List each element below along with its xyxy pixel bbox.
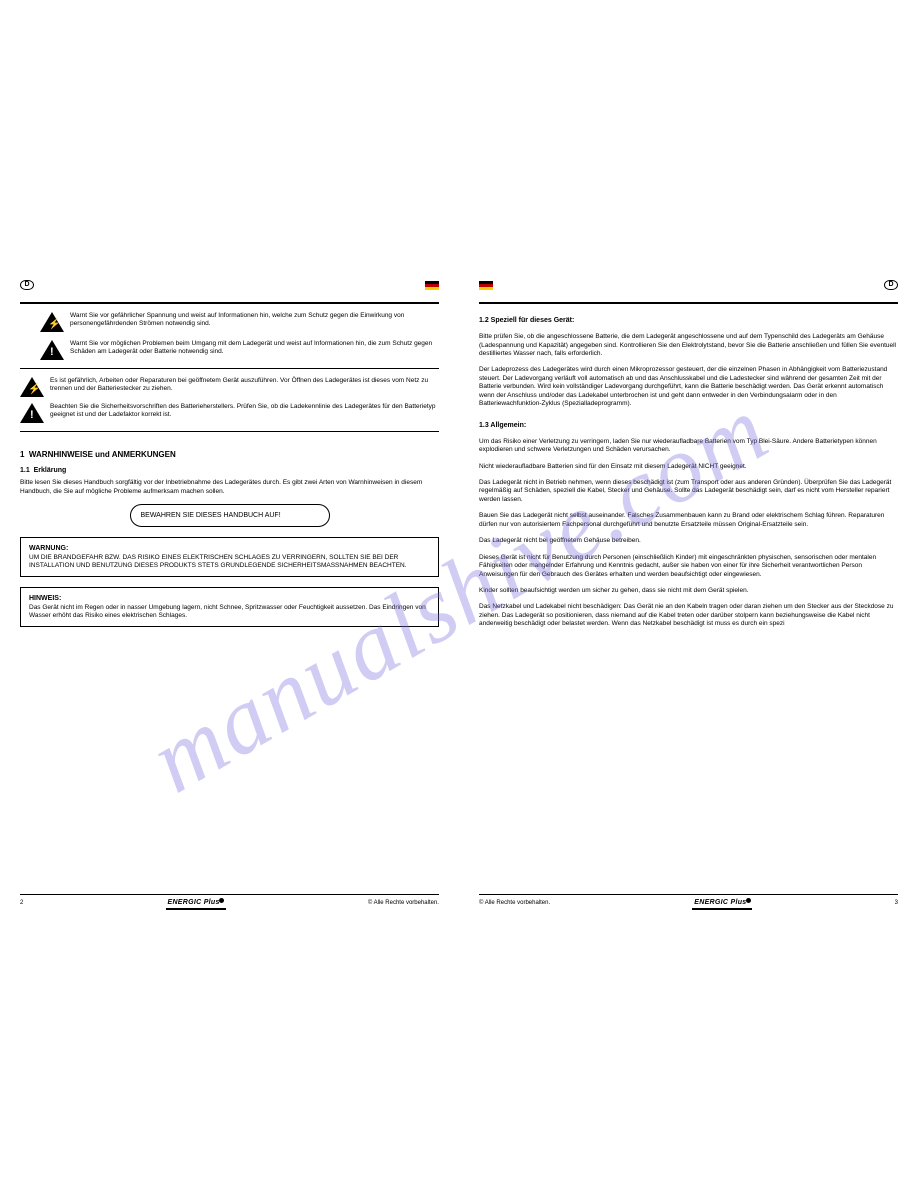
note-bolt-row: ⚡ Es ist gefährlich, Arbeiten oder Repar… <box>20 377 439 397</box>
left-footer: 2 ENERGIC Plus © Alle Rechte vorbehalten… <box>20 894 439 910</box>
warning-box: WARNUNG: UM DIE BRANDGEFAHR BZW. DAS RIS… <box>20 537 439 577</box>
right-page: D 1.2 Speziell für dieses Gerät: Bitte p… <box>479 280 898 910</box>
header-rule-right <box>479 302 898 304</box>
warn2-text: Warnt Sie vor möglichen Problemen beim U… <box>70 340 439 356</box>
sub-num: 1.1 <box>20 467 30 474</box>
header-rule <box>20 302 439 304</box>
note-bang-row: ! Beachten Sie die Sicherheitsvorschrift… <box>20 403 439 423</box>
bolt-triangle-icon: ⚡ <box>40 312 64 332</box>
flag-de-left <box>425 281 439 290</box>
sec-num: 1 <box>20 450 24 459</box>
right-copyright: © Alle Rechte vorbehalten. <box>479 900 550 908</box>
right-p1: Bitte prüfen Sie, ob die angeschlossene … <box>479 333 898 358</box>
bolt-triangle-icon-2: ⚡ <box>20 377 44 397</box>
warning-box-body: UM DIE BRANDGEFAHR BZW. DAS RISIKO EINES… <box>29 554 430 571</box>
sec-1-2-title: 1.2 Speziell für dieses Gerät: <box>479 316 898 325</box>
right-p2: Der Ladeprozess des Ladegerätes wird dur… <box>479 366 898 408</box>
right-page-header: D <box>479 280 898 290</box>
warning-box-title: WARNUNG: <box>29 544 430 553</box>
language-badge-right: D <box>884 280 898 290</box>
body1-text: Bitte lesen Sie dieses Handbuch sorgfält… <box>20 479 439 496</box>
page-spread: D ⚡ Warnt Sie vor gefährlicher Spannung … <box>20 280 898 910</box>
hint-box-title: HINWEIS: <box>29 594 430 603</box>
warning-bang-row-1: ! Warnt Sie vor möglichen Problemen beim… <box>40 340 439 360</box>
left-page-header: D <box>20 280 439 290</box>
note-bang-text: Beachten Sie die Sicherheitsvorschriften… <box>50 403 439 419</box>
right-p3: Um das Risiko einer Verletzung zu verrin… <box>479 438 898 455</box>
right-p5: Das Ladegerät nicht in Betrieb nehmen, w… <box>479 479 898 504</box>
left-page: D ⚡ Warnt Sie vor gefährlicher Spannung … <box>20 280 439 910</box>
flag-de-right <box>479 281 493 290</box>
sec-title-text: WARNHINWEISE und ANMERKUNGEN <box>29 450 176 459</box>
section-1-1-title: 1.1 Erklärung <box>20 466 439 475</box>
warn1-text: Warnt Sie vor gefährlicher Spannung und … <box>70 312 439 328</box>
right-p8: Dieses Gerät ist nicht für Benutzung dur… <box>479 554 898 579</box>
sub-title-text: Erklärung <box>34 467 67 474</box>
right-p10: Das Netzkabel und Ladekabel nicht beschä… <box>479 603 898 628</box>
right-footer: © Alle Rechte vorbehalten. ENERGIC Plus … <box>479 894 898 910</box>
exclaim-triangle-icon-2: ! <box>20 403 44 423</box>
right-page-number: 3 <box>895 900 898 908</box>
exclaim-triangle-icon: ! <box>40 340 64 360</box>
right-p4: Nicht wiederaufladbare Batterien sind fü… <box>479 463 898 471</box>
mid-rule-1 <box>20 368 439 369</box>
right-p6: Bauen Sie das Ladegerät nicht selbst aus… <box>479 512 898 529</box>
language-badge-left: D <box>20 280 34 290</box>
keep-manual-pill: BEWAHREN SIE DIESES HANDBUCH AUF! <box>130 504 330 527</box>
sec-1-3-title: 1.3 Allgemein: <box>479 421 898 430</box>
hint-box: HINWEIS: Das Gerät nicht im Regen oder i… <box>20 587 439 627</box>
mid-rule-2 <box>20 431 439 432</box>
warning-bolt-row-1: ⚡ Warnt Sie vor gefährlicher Spannung un… <box>40 312 439 332</box>
brand-logo-left: ENERGIC Plus <box>167 899 223 906</box>
left-page-number: 2 <box>20 900 23 908</box>
hint-box-body: Das Gerät nicht im Regen oder in nasser … <box>29 604 430 621</box>
left-copyright: © Alle Rechte vorbehalten. <box>368 900 439 908</box>
right-p7: Das Ladegerät nicht bei geöffnetem Gehäu… <box>479 537 898 545</box>
right-p9: Kinder sollten beaufsichtigt werden um s… <box>479 587 898 595</box>
section-1-title: 1 WARNHINWEISE und ANMERKUNGEN <box>20 450 439 460</box>
brand-logo-right: ENERGIC Plus <box>694 899 750 906</box>
note-bolt-text: Es ist gefährlich, Arbeiten oder Reparat… <box>50 377 439 393</box>
brand-underline <box>166 908 226 910</box>
brand-underline-right <box>692 908 752 910</box>
